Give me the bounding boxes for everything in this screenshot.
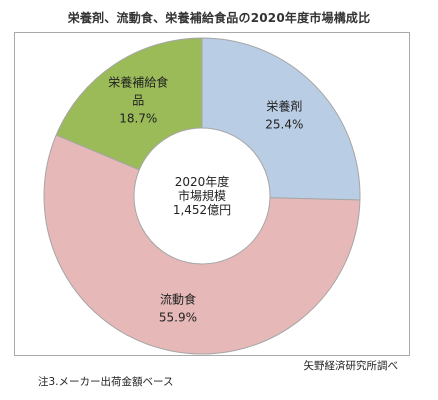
center-label-line: 1,452億円 [173,203,231,217]
center-label-line: 市場規模 [178,188,226,203]
label-nutrient: 栄養剤 25.4% [265,99,303,132]
label-liquid-food: 流動食 55.9% [159,291,197,324]
labels-group: 栄養剤 25.4% 流動食 55.9% 栄養補給食品 18.7% [108,74,303,324]
slice-liquid-food [43,134,361,355]
center-label-line: 2020年度 [175,174,230,189]
footnote: 注3.メーカー出荷金額ベース [38,376,174,388]
slices-group [43,37,361,355]
slice-supplement [55,37,203,171]
label-supplement: 栄養補給食品 18.7% [108,74,168,125]
chart-title: 栄養剤、流動食、栄養補給食品の2020年度市場構成比 [67,11,371,25]
source-note: 矢野経済研究所調べ [303,360,399,372]
slice-nutrient [201,37,361,201]
